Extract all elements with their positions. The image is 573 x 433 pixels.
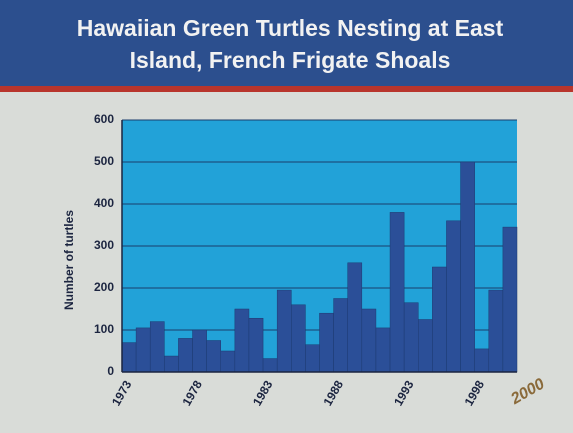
bar	[178, 338, 193, 373]
y-tick-label: 400	[94, 196, 114, 210]
bar	[389, 212, 405, 373]
y-tick-label: 300	[94, 238, 114, 252]
chart-title: Hawaiian Green Turtles Nesting at East I…	[76, 15, 504, 73]
bar	[319, 312, 334, 373]
y-axis-label: Number of turtles	[62, 210, 76, 310]
y-tick-label: 0	[107, 364, 114, 378]
bar	[361, 308, 377, 373]
bar	[418, 319, 433, 373]
bar	[502, 226, 518, 373]
y-tick-label: 200	[94, 280, 114, 294]
title-banner	[0, 0, 573, 92]
bar	[432, 266, 447, 373]
bar	[291, 304, 306, 373]
stamp: 2000	[507, 375, 547, 408]
x-tick-label: 1993	[391, 378, 417, 408]
y-tick-label: 600	[94, 112, 114, 126]
bar	[446, 220, 461, 373]
bar	[248, 317, 264, 373]
x-tick-label: 1983	[250, 378, 276, 408]
bar	[347, 262, 363, 373]
bar	[488, 289, 504, 373]
bar	[403, 302, 419, 373]
bar	[206, 340, 221, 373]
bar	[474, 348, 490, 373]
x-tick-label: 1978	[179, 378, 205, 408]
bar	[220, 350, 236, 373]
y-tick-label: 500	[94, 154, 114, 168]
bar	[276, 289, 292, 373]
y-tick-label: 100	[94, 322, 114, 336]
bar	[149, 321, 165, 373]
x-tick-label: 1973	[109, 378, 135, 408]
bar	[135, 327, 151, 373]
bar	[234, 308, 250, 373]
bar	[192, 329, 207, 373]
bar	[121, 342, 137, 373]
x-tick-label: 1998	[462, 378, 488, 408]
bar	[375, 327, 391, 373]
bar	[262, 358, 278, 373]
bar	[164, 355, 179, 373]
bar	[460, 161, 475, 373]
bar	[333, 298, 348, 373]
x-tick-label: 1988	[321, 378, 347, 408]
bar	[305, 344, 320, 373]
